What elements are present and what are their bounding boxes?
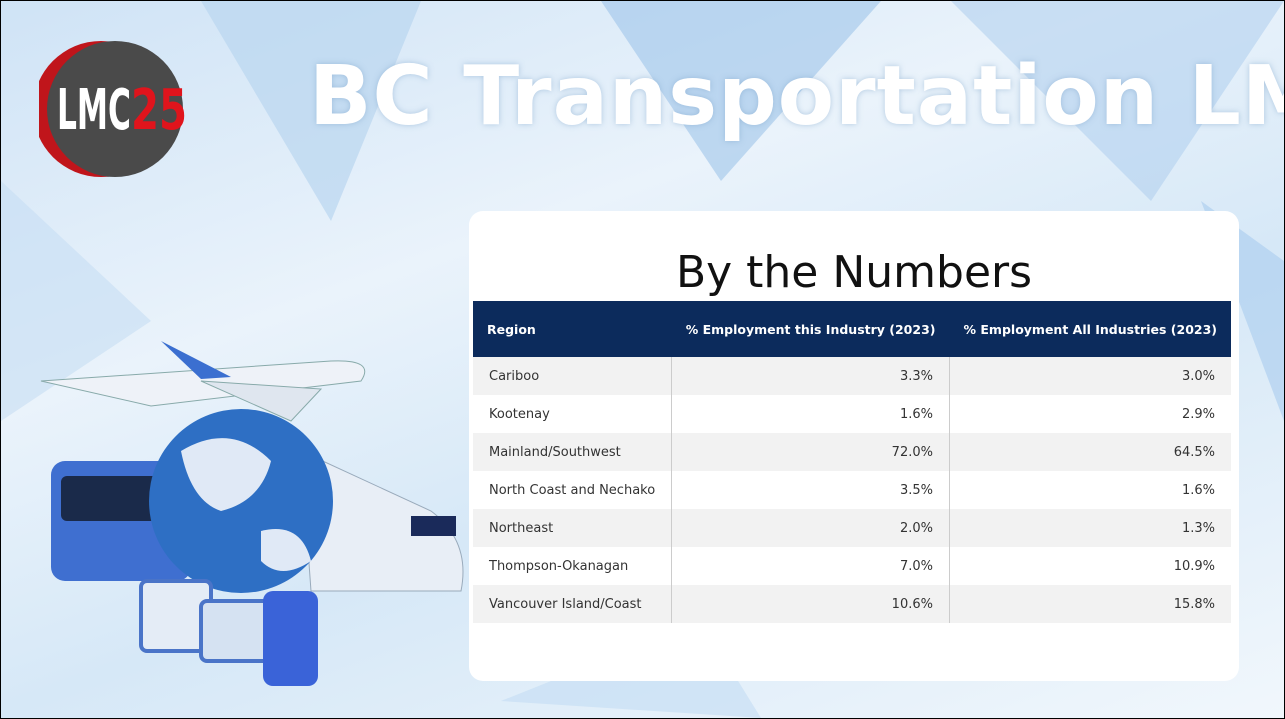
logo-number: 25 bbox=[131, 78, 187, 143]
transport-illustration bbox=[40, 341, 464, 686]
value-cell: 10.6% bbox=[671, 585, 950, 623]
region-cell: Kootenay bbox=[489, 406, 550, 422]
table-row: Vancouver Island/Coast 10.6% 15.8% bbox=[473, 585, 1231, 623]
value-cell: 72.0% bbox=[671, 433, 950, 471]
data-table: Region% Employment this Industry (2023)%… bbox=[473, 301, 1231, 623]
table-row: Kootenay 1.6% 2.9% bbox=[473, 395, 1231, 433]
column-header: % Employment this Industry (2023) bbox=[671, 301, 950, 357]
value-cell: 3.5% bbox=[671, 471, 950, 509]
value-cell: 1.3% bbox=[948, 509, 1231, 547]
value-cell: 64.5% bbox=[948, 433, 1231, 471]
table-row: Cariboo 3.3% 3.0% bbox=[473, 357, 1231, 395]
value-cell: 3.0% bbox=[948, 357, 1231, 395]
value-cell: 1.6% bbox=[671, 395, 950, 433]
table-row: Thompson-Okanagan 7.0% 10.9% bbox=[473, 547, 1231, 585]
value-cell: 3.3% bbox=[671, 357, 950, 395]
column-header: % Employment All Industries (2023) bbox=[949, 301, 1231, 357]
value-cell: 15.8% bbox=[948, 585, 1231, 623]
value-cell: 7.0% bbox=[671, 547, 950, 585]
table-row: Northeast 2.0% 1.3% bbox=[473, 509, 1231, 547]
region-cell: Thompson-Okanagan bbox=[489, 558, 629, 574]
region-cell: Vancouver Island/Coast bbox=[473, 585, 672, 623]
region-cell: North Coast and Nechako bbox=[489, 482, 656, 498]
table-row: Mainland/Southwest 72.0% 64.5% bbox=[473, 433, 1231, 471]
value-cell: 2.0% bbox=[671, 509, 950, 547]
value-cell: 1.6% bbox=[948, 471, 1231, 509]
panel: By the Numbers Region% Employment this I… bbox=[469, 211, 1239, 681]
header-row: Region% Employment this Industry (2023)%… bbox=[473, 301, 1231, 357]
logo: LMC 25 bbox=[39, 41, 187, 177]
table-row: North Coast and Nechako 3.5% 1.6% bbox=[473, 471, 1231, 509]
table-body: Cariboo 3.3% 3.0% Kootenay 1.6% 2.9% Mainland/… bbox=[473, 357, 1231, 623]
column-header: Region bbox=[473, 301, 672, 357]
logo-letters: LMC bbox=[57, 78, 131, 143]
region-cell: Mainland/Southwest bbox=[473, 433, 672, 471]
region-cell: Northeast bbox=[473, 509, 672, 547]
slide-title: BC Transportation LMI bbox=[309, 49, 1285, 144]
panel-title: By the Numbers bbox=[675, 247, 1033, 298]
region-cell: Cariboo bbox=[473, 357, 672, 395]
value-cell: 10.9% bbox=[948, 547, 1231, 585]
value-cell: 2.9% bbox=[948, 395, 1231, 433]
